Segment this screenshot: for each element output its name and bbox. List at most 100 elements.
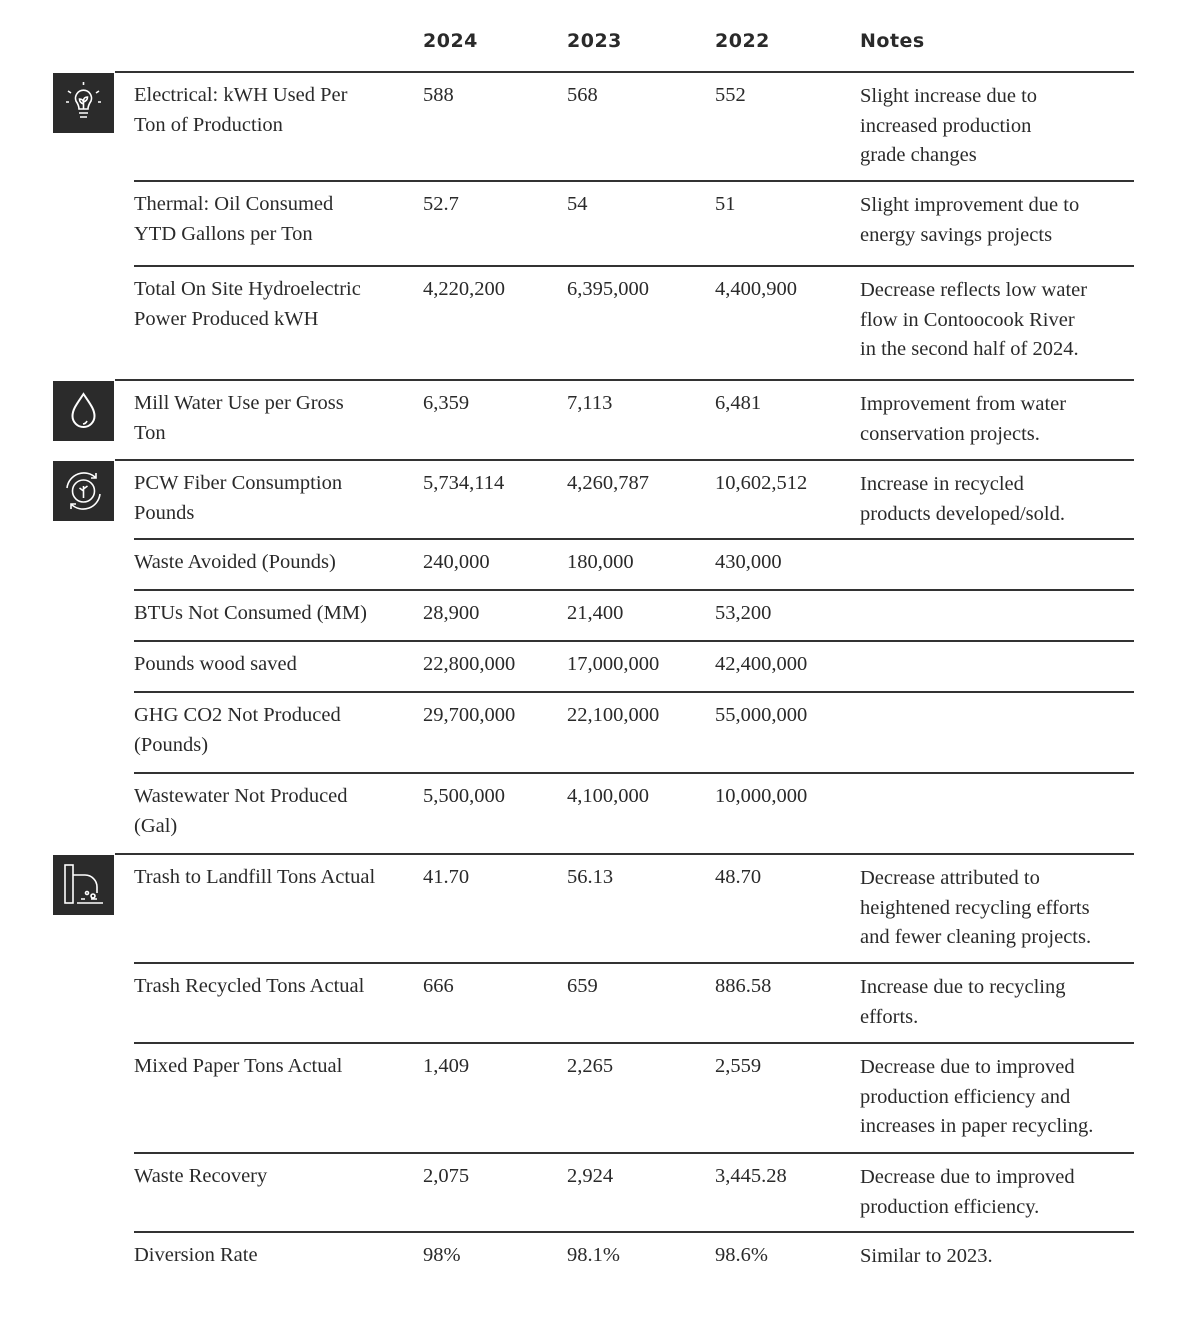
row-rule	[134, 1042, 1134, 1044]
row-rule	[134, 962, 1134, 964]
row-label: Mixed Paper Tons Actual	[134, 1055, 343, 1077]
value: 41.70	[423, 866, 470, 888]
value: 48.70	[715, 866, 762, 888]
note: and fewer cleaning projects.	[860, 926, 1092, 948]
column-header: 2022	[715, 30, 770, 52]
header-rule	[115, 71, 1134, 73]
row-label: Wastewater Not Produced	[134, 785, 348, 807]
row-label: GHG CO2 Not Produced	[134, 704, 341, 726]
value: 568	[567, 84, 598, 106]
row-rule	[134, 1231, 1134, 1233]
note: Slight improvement due to	[860, 194, 1080, 216]
value: 4,400,900	[715, 278, 797, 300]
note: Improvement from water	[860, 393, 1067, 415]
value: 430,000	[715, 551, 782, 573]
value: 53,200	[715, 602, 772, 624]
value: 56.13	[567, 866, 614, 888]
row-rule	[134, 589, 1134, 591]
value: 52.7	[423, 193, 459, 215]
row-rule	[115, 459, 1134, 461]
note: products developed/sold.	[860, 502, 1065, 525]
value: 659	[567, 975, 598, 997]
row-label: Ton	[134, 421, 166, 444]
waste-icon	[53, 855, 114, 915]
value: 22,800,000	[423, 653, 516, 675]
column-header: 2024	[423, 30, 478, 52]
value: 6,359	[423, 392, 470, 414]
row-rule	[134, 691, 1134, 693]
row-label: Pounds	[134, 501, 195, 524]
value: 2,265	[567, 1055, 614, 1077]
row-label: Trash Recycled Tons Actual	[134, 975, 365, 997]
value: 42,400,000	[715, 653, 808, 675]
value: 3,445.28	[715, 1165, 787, 1187]
value: 10,000,000	[715, 785, 808, 807]
bulb-icon	[53, 73, 114, 133]
value: 588	[423, 84, 454, 106]
row-rule	[134, 538, 1134, 540]
note: production efficiency and	[860, 1085, 1071, 1108]
value: 6,395,000	[567, 278, 649, 300]
value: 28,900	[423, 602, 480, 624]
row-label: Waste Avoided (Pounds)	[134, 551, 336, 573]
row-label: (Gal)	[134, 814, 178, 837]
value: 54	[567, 193, 588, 215]
row-label: Electrical: kWH Used Per	[134, 84, 348, 106]
value: 2,075	[423, 1165, 470, 1187]
note: Decrease due to improved	[860, 1166, 1075, 1188]
row-rule	[115, 853, 1134, 855]
note: energy savings projects	[860, 223, 1053, 246]
value: 29,700,000	[423, 704, 516, 726]
note: Slight increase due to	[860, 85, 1038, 107]
row-rule	[115, 379, 1134, 381]
note: flow in Contoocook River	[860, 308, 1075, 331]
recycle-icon	[53, 461, 114, 521]
row-rule	[134, 180, 1134, 182]
row-label: Mill Water Use per Gross	[134, 392, 344, 414]
value: 21,400	[567, 602, 624, 624]
value: 7,113	[567, 392, 613, 414]
row-label: YTD Gallons per Ton	[134, 222, 313, 245]
value: 666	[423, 975, 454, 997]
value: 51	[715, 193, 736, 215]
water-icon	[53, 381, 114, 441]
value: 6,481	[715, 392, 762, 414]
note: increases in paper recycling.	[860, 1115, 1094, 1137]
value: 4,260,787	[567, 472, 649, 494]
row-label: (Pounds)	[134, 733, 209, 756]
value: 55,000,000	[715, 704, 808, 726]
value: 17,000,000	[567, 653, 660, 675]
value: 5,734,114	[423, 472, 505, 494]
row-label: BTUs Not Consumed (MM)	[134, 602, 367, 624]
note: heightened recycling efforts	[860, 896, 1090, 919]
row-rule	[134, 772, 1134, 774]
note: Increase in recycled	[860, 473, 1024, 495]
row-label: Pounds wood saved	[134, 653, 297, 675]
note: production efficiency.	[860, 1195, 1040, 1218]
value: 22,100,000	[567, 704, 660, 726]
row-label: Trash to Landfill Tons Actual	[134, 866, 376, 888]
value: 2,559	[715, 1055, 762, 1077]
row-label: Diversion Rate	[134, 1244, 258, 1266]
note: Decrease due to improved	[860, 1056, 1075, 1078]
row-label: Thermal: Oil Consumed	[134, 193, 334, 215]
note: in the second half of 2024.	[860, 338, 1079, 360]
value: 1,409	[423, 1055, 470, 1077]
row-label: Total On Site Hydroelectric	[134, 278, 361, 300]
note: grade changes	[860, 144, 977, 166]
row-label: Waste Recovery	[134, 1165, 268, 1187]
value: 4,100,000	[567, 785, 649, 807]
row-rule	[134, 1152, 1134, 1154]
note: efforts.	[860, 1005, 919, 1028]
value: 552	[715, 84, 746, 106]
note: Increase due to recycling	[860, 976, 1066, 998]
value: 886.58	[715, 975, 772, 997]
value: 98.6%	[715, 1244, 768, 1266]
note: increased production	[860, 114, 1032, 137]
value: 98.1%	[567, 1244, 620, 1266]
note: Similar to 2023.	[860, 1245, 993, 1267]
column-header: 2023	[567, 30, 622, 52]
value: 5,500,000	[423, 785, 505, 807]
value: 98%	[423, 1244, 461, 1266]
